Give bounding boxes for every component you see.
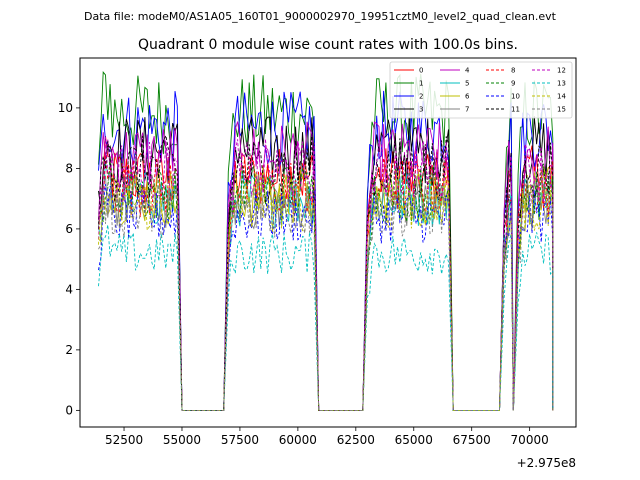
- series-layer: [98, 71, 554, 411]
- x-tick-label: 67500: [453, 433, 491, 447]
- figure-suptitle: Data file: modeM0/AS1A05_160T01_90000029…: [84, 10, 557, 23]
- y-tick-label: 0: [65, 403, 73, 417]
- y-tick-label: 10: [58, 101, 73, 115]
- legend-label-12: 12: [557, 67, 566, 75]
- series-line-12: [98, 137, 554, 411]
- x-offset-label: +2.975e8: [517, 456, 576, 470]
- legend-label-9: 9: [511, 80, 515, 88]
- legend-label-11: 11: [511, 106, 520, 114]
- plot-border: [79, 57, 577, 428]
- legend-label-0: 0: [419, 67, 423, 75]
- legend-label-8: 8: [511, 67, 515, 75]
- x-tick-label: 57500: [221, 433, 259, 447]
- x-tick-label: 60000: [279, 433, 317, 447]
- series-line-9: [98, 156, 554, 411]
- legend-label-6: 6: [465, 93, 470, 101]
- y-tick-label: 8: [65, 161, 73, 175]
- legend-label-14: 14: [557, 93, 566, 101]
- x-tick-label: 62500: [337, 433, 375, 447]
- y-axis: 0 2 4 6 8 10: [58, 101, 80, 417]
- legend-label-1: 1: [419, 80, 423, 88]
- legend-label-10: 10: [511, 93, 520, 101]
- series-line-15: [98, 174, 554, 411]
- legend-label-5: 5: [465, 80, 469, 88]
- x-tick-label: 65000: [395, 433, 433, 447]
- legend-label-4: 4: [465, 67, 470, 75]
- y-tick-label: 6: [65, 222, 73, 236]
- x-axis: 52500 55000 57500 60000 62500 65000 67500 70000: [105, 427, 549, 447]
- legend-label-13: 13: [557, 80, 566, 88]
- y-tick-label: 2: [65, 343, 73, 357]
- x-tick-label: 70000: [511, 433, 549, 447]
- y-tick-label: 4: [65, 282, 73, 296]
- chart-title: Quadrant 0 module wise count rates with …: [138, 37, 518, 53]
- legend-label-15: 15: [557, 106, 566, 114]
- legend-label-2: 2: [419, 93, 423, 101]
- series-line-14: [98, 176, 554, 411]
- legend-label-3: 3: [419, 106, 423, 114]
- x-tick-label: 55000: [163, 433, 201, 447]
- legend-box: [389, 61, 573, 119]
- x-tick-label: 52500: [105, 433, 143, 447]
- legend-label-7: 7: [465, 106, 469, 114]
